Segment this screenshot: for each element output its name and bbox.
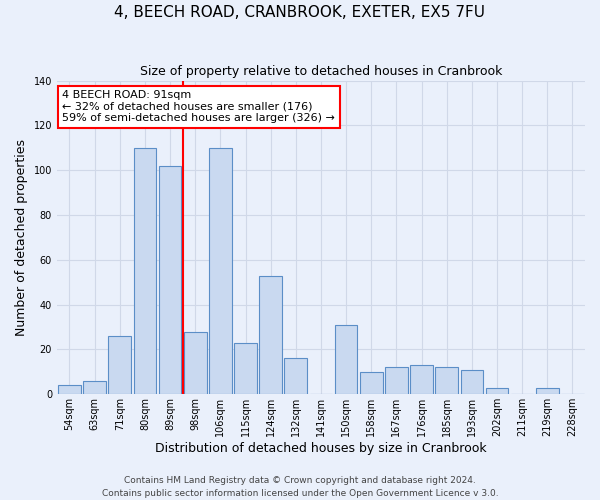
Bar (184, 332, 206, 394)
Bar (436, 368, 458, 394)
Text: Contains HM Land Registry data © Crown copyright and database right 2024.
Contai: Contains HM Land Registry data © Crown c… (101, 476, 499, 498)
Bar (259, 276, 282, 394)
Bar (234, 342, 257, 394)
Bar (109, 336, 131, 394)
Bar (485, 388, 508, 394)
Bar (134, 148, 156, 394)
Text: 4, BEECH ROAD, CRANBROOK, EXETER, EX5 7FU: 4, BEECH ROAD, CRANBROOK, EXETER, EX5 7F… (115, 5, 485, 20)
Bar (83, 381, 106, 394)
Bar (284, 358, 307, 394)
Y-axis label: Number of detached properties: Number of detached properties (15, 139, 28, 336)
Bar (461, 370, 483, 394)
Bar (410, 365, 433, 394)
Bar (536, 388, 559, 394)
Bar (159, 166, 181, 394)
Bar (385, 368, 408, 394)
Bar (335, 325, 358, 394)
X-axis label: Distribution of detached houses by size in Cranbrook: Distribution of detached houses by size … (155, 442, 487, 455)
Text: 4 BEECH ROAD: 91sqm
← 32% of detached houses are smaller (176)
59% of semi-detac: 4 BEECH ROAD: 91sqm ← 32% of detached ho… (62, 90, 335, 123)
Bar (360, 372, 383, 394)
Bar (209, 148, 232, 394)
Bar (58, 386, 81, 394)
Title: Size of property relative to detached houses in Cranbrook: Size of property relative to detached ho… (140, 65, 502, 78)
